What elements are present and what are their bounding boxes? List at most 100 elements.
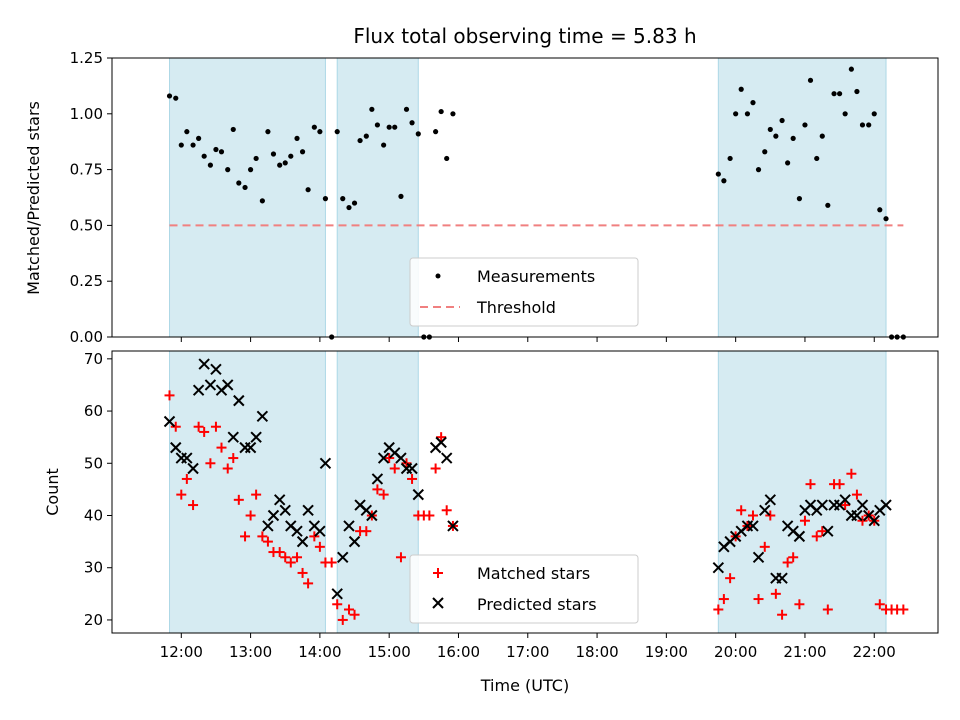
predicted-star-point-22	[291, 525, 303, 537]
measurement-point-56	[750, 100, 756, 106]
top-shaded-interval-0	[169, 57, 326, 338]
measurement-point-69	[825, 202, 831, 208]
measurement-point-20	[282, 160, 288, 166]
matched-star-point-23	[297, 567, 308, 578]
top-y-tick-label-1: 0.25	[70, 272, 103, 290]
measurement-point-21	[288, 153, 294, 159]
top-panel: 0.00 0.25 0.50 0.75 1.00 1.25 Matched/Predict…	[24, 49, 939, 346]
predicted-star-point-3	[181, 452, 193, 464]
predicted-star-point-5	[192, 384, 205, 396]
predicted-star-point-31	[348, 535, 361, 548]
measurement-point-18	[270, 151, 277, 157]
predicted-star-point-18	[267, 509, 280, 522]
predicted-star-point-76	[880, 499, 892, 511]
top-y-axis-label: Matched/Predicted stars	[24, 101, 43, 295]
matched-star-point-45	[424, 510, 435, 521]
matched-star-point-6	[199, 426, 210, 437]
x-tick-label-5: 17:00	[506, 643, 549, 661]
predicted-star-point-11	[227, 431, 239, 443]
measurement-point-9	[218, 149, 225, 155]
matched-star-point-3	[181, 473, 192, 484]
matched-star-point-32	[349, 609, 360, 620]
matched-star-point-59	[765, 510, 776, 521]
matched-star-point-42	[407, 473, 418, 484]
predicted-star-point-20	[279, 504, 291, 516]
top-shaded-interval-1	[336, 57, 419, 338]
predicted-star-point-42	[412, 488, 424, 501]
x-tick-label-6: 18:00	[575, 643, 618, 661]
predicted-star-point-69	[839, 494, 851, 506]
matched-star-point-61	[777, 609, 788, 620]
matched-star-point-75	[857, 515, 868, 526]
measurement-point-37	[381, 142, 387, 148]
bottom-shaded-interval-2	[717, 350, 887, 634]
predicted-star-point-35	[371, 473, 384, 485]
measurement-point-57	[755, 167, 762, 173]
matched-star-point-69	[822, 604, 833, 615]
measurement-point-5	[196, 135, 202, 141]
top-y-ticks: 0.00 0.25 0.50 0.75 1.00 1.25	[70, 49, 112, 346]
bottom-shaded-intervals	[169, 350, 887, 634]
predicted-star-point-16	[256, 410, 269, 422]
matched-star-point-1	[170, 421, 181, 432]
predicted-star-point-12	[233, 394, 245, 407]
matched-star-point-73	[846, 468, 857, 479]
measurement-point-42	[409, 120, 415, 126]
matched-star-point-78	[874, 599, 885, 610]
predicted-star-point-72	[856, 499, 869, 511]
measurement-point-36	[374, 122, 381, 128]
measurement-point-35	[369, 106, 375, 112]
predicted-star-point-10	[222, 379, 234, 391]
matched-star-point-60	[770, 588, 781, 599]
predicted-star-point-39	[395, 452, 407, 464]
predicted-star-point-44	[435, 436, 447, 449]
measurement-point-75	[859, 122, 866, 128]
top-x-ticks	[180, 337, 875, 342]
predicted-star-point-74	[868, 515, 880, 527]
measurement-point-12	[236, 180, 242, 186]
bottom-shaded-interval-0	[169, 350, 326, 634]
x-tick-label-8: 20:00	[714, 643, 757, 661]
matched-star-point-16	[257, 531, 268, 542]
measurement-point-25	[311, 124, 317, 130]
measurement-point-29	[334, 129, 340, 135]
measurement-point-54	[738, 86, 744, 92]
bottom-y-tick-label-1: 30	[84, 559, 103, 577]
predicted-star-point-61	[793, 530, 806, 543]
predicted-star-point-45	[440, 452, 453, 464]
matched-star-point-57	[753, 594, 764, 605]
matched-star-point-71	[834, 479, 845, 490]
matched-star-point-62	[782, 557, 793, 568]
x-axis-label: Time (UTC)	[480, 676, 569, 695]
x-tick-label-4: 16:00	[437, 643, 480, 661]
predicted-star-point-27	[319, 457, 332, 469]
matched-star-point-5	[193, 421, 204, 432]
measurement-point-17	[265, 129, 271, 135]
measurement-point-77	[871, 111, 877, 117]
matched-star-point-54	[736, 505, 747, 516]
top-shaded-intervals	[169, 57, 887, 338]
matched-star-point-4	[188, 500, 199, 511]
matched-star-point-68	[817, 526, 828, 537]
measurement-point-38	[386, 124, 392, 130]
measurement-point-1	[173, 95, 179, 101]
predicted-star-point-4	[187, 462, 199, 475]
legend-label-threshold: Threshold	[476, 298, 556, 317]
matched-star-point-38	[384, 453, 395, 464]
predicted-star-point-58	[776, 572, 788, 584]
matched-star-markers	[164, 390, 909, 625]
measurement-point-16	[259, 198, 265, 204]
bottom-legend: Matched stars Predicted stars	[409, 554, 639, 624]
measurement-point-62	[785, 160, 791, 166]
top-y-tick-label-2: 0.50	[70, 216, 103, 234]
x-tick-label-3: 15:00	[368, 643, 411, 661]
measurement-point-65	[802, 122, 808, 128]
measurement-point-61	[779, 117, 785, 124]
matched-star-point-34	[361, 526, 372, 537]
measurement-point-60	[773, 133, 779, 139]
matched-star-point-31	[343, 604, 354, 615]
matched-star-point-46	[430, 463, 441, 474]
measurement-point-3	[184, 129, 190, 135]
top-axes-frame	[111, 57, 939, 338]
measurement-point-27	[322, 196, 329, 202]
